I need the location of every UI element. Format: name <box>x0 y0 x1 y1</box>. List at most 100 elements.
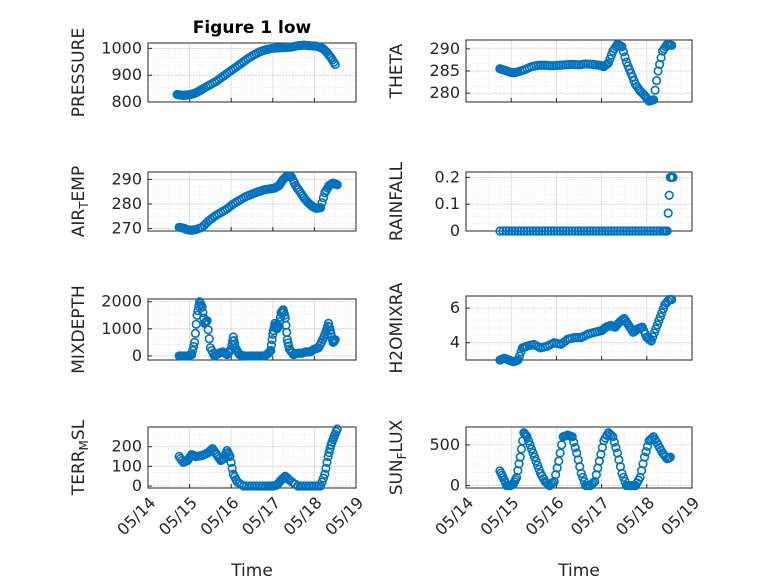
data-point <box>612 226 623 236</box>
data-point-interp <box>569 437 579 447</box>
data-point <box>665 452 675 462</box>
y-tick-label: 280 <box>111 194 142 213</box>
data-point-interp <box>649 328 659 338</box>
data-point-interp <box>528 226 538 236</box>
data-point <box>585 226 595 236</box>
x-axis-label: Time <box>557 561 600 581</box>
data-point-interp <box>188 345 198 356</box>
data-point-interp <box>600 226 610 236</box>
series-points <box>172 40 340 100</box>
subplot-air-temp: 270 280 290 AIRTEMP <box>69 166 357 238</box>
data-point <box>189 337 200 347</box>
data-point-interp <box>321 463 331 473</box>
data-point <box>202 316 212 326</box>
data-point <box>330 335 340 345</box>
data-point <box>617 468 627 478</box>
data-point-interp <box>579 226 589 236</box>
data-point-interp <box>510 226 520 236</box>
data-point-interp <box>555 226 565 236</box>
data-point-interp <box>615 226 626 236</box>
y-tick-label: 290 <box>429 39 460 58</box>
data-point <box>630 226 641 236</box>
series-points <box>174 424 342 491</box>
series-points <box>174 171 342 235</box>
x-tick-label: 05/17 <box>567 493 613 539</box>
y-tick-label: 800 <box>111 92 142 111</box>
data-point <box>332 180 342 190</box>
data-point <box>549 226 559 236</box>
data-point-interp <box>578 472 588 483</box>
chart-title: Figure 1 low <box>193 18 312 38</box>
data-point <box>316 203 326 213</box>
data-point-interp <box>611 443 621 453</box>
data-point-interp <box>226 457 236 468</box>
x-tick-label: 05/19 <box>657 493 703 539</box>
data-point-interp <box>663 208 673 218</box>
data-point-interp <box>534 226 544 236</box>
data-point-interp <box>521 430 531 441</box>
data-point <box>668 172 678 182</box>
data-point <box>617 42 627 52</box>
data-point-interp <box>561 226 571 236</box>
data-point <box>225 451 235 462</box>
y-tick-label: 1000 <box>101 38 142 57</box>
y-tick-label: 200 <box>111 437 142 456</box>
data-point-interp <box>532 460 543 470</box>
data-point-interp <box>514 351 525 361</box>
series-points <box>174 297 340 361</box>
data-point-interp <box>597 226 607 236</box>
data-point <box>662 226 672 236</box>
data-point-interp <box>548 478 558 488</box>
y-tick-label: 0 <box>132 346 142 365</box>
data-point-interp <box>591 226 601 236</box>
y-tick-label: 270 <box>111 219 142 238</box>
x-tick-label: 05/15 <box>476 493 522 539</box>
data-point <box>648 226 659 236</box>
data-point <box>320 469 330 479</box>
data-point-interp <box>498 226 508 236</box>
data-point <box>576 468 586 478</box>
data-point-interp <box>230 339 240 349</box>
data-point <box>621 226 632 236</box>
data-point-interp <box>317 477 327 487</box>
data-point <box>526 444 537 454</box>
x-axis-label: Time <box>230 561 273 581</box>
subplot-h2omixra: 4 6 H2OMIXRA <box>387 282 693 374</box>
data-point-interp <box>543 226 553 236</box>
data-point-interp <box>652 320 662 330</box>
data-point-interp <box>322 457 332 468</box>
y-tick-label: 2000 <box>101 292 142 311</box>
data-point-interp <box>546 226 556 236</box>
data-point <box>558 226 568 236</box>
data-point-interp <box>525 226 535 236</box>
data-point-interp <box>325 326 335 336</box>
data-point-interp <box>620 52 630 62</box>
data-point-interp <box>198 307 208 318</box>
data-point-interp <box>519 226 529 236</box>
x-tick-label: 05/17 <box>238 493 284 539</box>
data-point-interp <box>582 226 592 236</box>
data-point-interp <box>588 478 598 488</box>
y-axis-label: THETA <box>387 43 407 99</box>
y-tick-label: 280 <box>429 83 460 102</box>
y-tick-label: 1000 <box>101 319 142 338</box>
y-axis-label: TERRMSL <box>69 419 91 496</box>
data-point <box>266 345 276 356</box>
axes-frame <box>465 295 693 361</box>
data-point <box>667 40 677 50</box>
y-tick-label: 0.2 <box>435 167 460 186</box>
data-point <box>495 226 505 236</box>
y-axis-label: SUNFLUX <box>387 419 409 495</box>
data-point-interp <box>528 448 538 458</box>
series-points <box>495 39 677 106</box>
data-point-interp <box>609 226 620 236</box>
data-point <box>513 226 523 236</box>
y-axis-label: MIXDEPTH <box>69 285 89 374</box>
y-tick-label: 285 <box>429 61 460 80</box>
data-point-interp <box>588 226 598 236</box>
data-point-interp <box>606 226 616 236</box>
data-point <box>639 452 650 462</box>
data-point-interp <box>282 472 292 483</box>
data-point <box>639 226 650 236</box>
data-point <box>187 349 197 360</box>
